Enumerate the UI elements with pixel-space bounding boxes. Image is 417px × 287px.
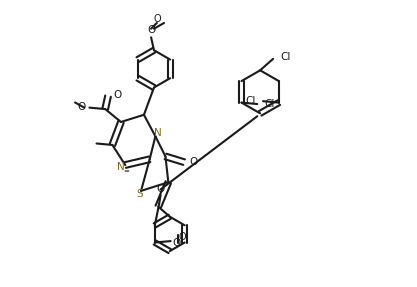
Text: O: O xyxy=(147,25,155,35)
Text: O: O xyxy=(156,185,165,194)
Text: S: S xyxy=(136,189,143,199)
Text: Cl: Cl xyxy=(246,96,256,106)
Text: =: = xyxy=(123,168,129,174)
Text: O: O xyxy=(172,238,181,247)
Text: O: O xyxy=(189,157,198,167)
Text: Cl: Cl xyxy=(264,99,275,109)
Text: O: O xyxy=(153,14,161,24)
Text: N: N xyxy=(154,129,162,138)
Text: O: O xyxy=(78,102,86,112)
Text: Cl: Cl xyxy=(280,53,291,62)
Text: N: N xyxy=(117,162,125,172)
Text: O: O xyxy=(113,90,121,100)
Text: O: O xyxy=(178,232,186,242)
